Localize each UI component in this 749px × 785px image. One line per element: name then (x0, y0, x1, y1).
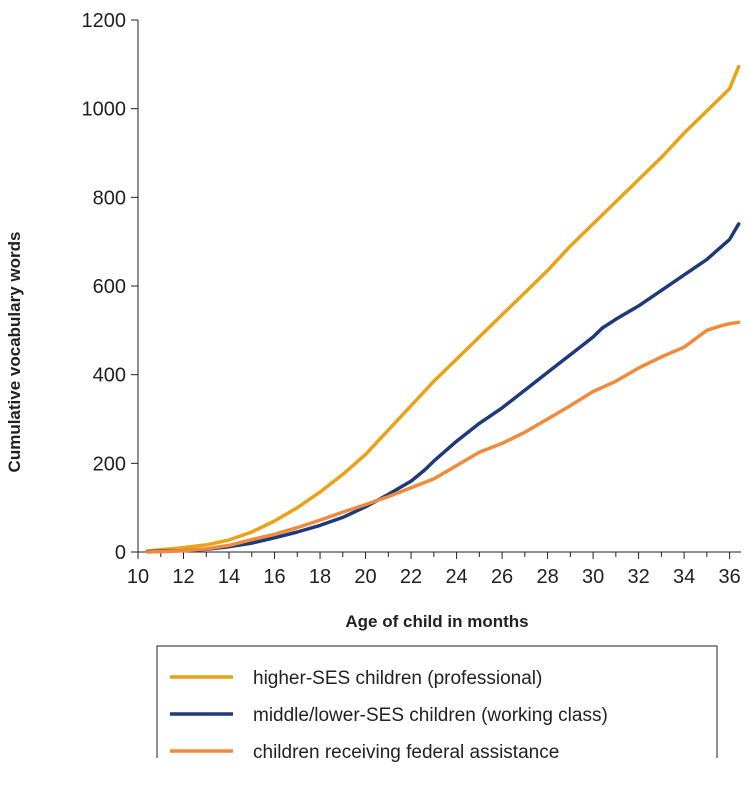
y-tick-label: 800 (93, 187, 126, 209)
x-tick-label: 16 (263, 566, 285, 588)
legend-label: middle/lower-SES children (working class… (253, 705, 608, 726)
y-tick-label: 200 (93, 453, 126, 475)
legend-item: children receiving federal assistance (170, 742, 559, 763)
x-tick-label: 18 (309, 566, 331, 588)
series-line-2 (145, 222, 741, 554)
y-tick-label: 1200 (82, 10, 127, 32)
x-tick-label: 24 (445, 566, 467, 588)
y-tick-label: 400 (93, 365, 126, 387)
x-tick-label: 10 (127, 566, 149, 588)
legend-label: higher-SES children (professional) (253, 668, 542, 689)
legend-item: middle/lower-SES children (working class… (170, 705, 608, 726)
y-axis-label: Cumulative vocabulary words (5, 232, 24, 473)
series-layer (145, 64, 741, 554)
x-tick-label: 14 (218, 566, 240, 588)
x-axis-label: Age of child in months (345, 612, 528, 631)
y-tick-label: 0 (115, 542, 126, 564)
legend-items: higher-SES children (professional) middle… (170, 668, 608, 763)
y-tick-label: 1000 (82, 99, 127, 121)
x-tick-label: 20 (354, 566, 376, 588)
x-tick-label: 34 (673, 566, 695, 588)
legend-border (156, 645, 718, 758)
series-line-1 (145, 64, 741, 553)
legend: higher-SES children (professional) middle… (156, 645, 718, 763)
y-tick-label: 600 (93, 276, 126, 298)
x-tick-label: 30 (582, 566, 604, 588)
x-tick-label: 32 (627, 566, 649, 588)
axes: 0 200 400 600 800 1000 1200 10 12 14 16 18 20 22 24 26 2… (82, 10, 741, 588)
x-tick-label: 26 (491, 566, 513, 588)
series-line-3 (145, 320, 741, 554)
legend-item: higher-SES children (professional) (170, 668, 542, 689)
x-tick-label: 36 (718, 566, 740, 588)
x-tick-label: 12 (172, 566, 194, 588)
x-tick-label: 28 (536, 566, 558, 588)
x-tick-label: 22 (400, 566, 422, 588)
legend-label: children receiving federal assistance (253, 742, 559, 763)
